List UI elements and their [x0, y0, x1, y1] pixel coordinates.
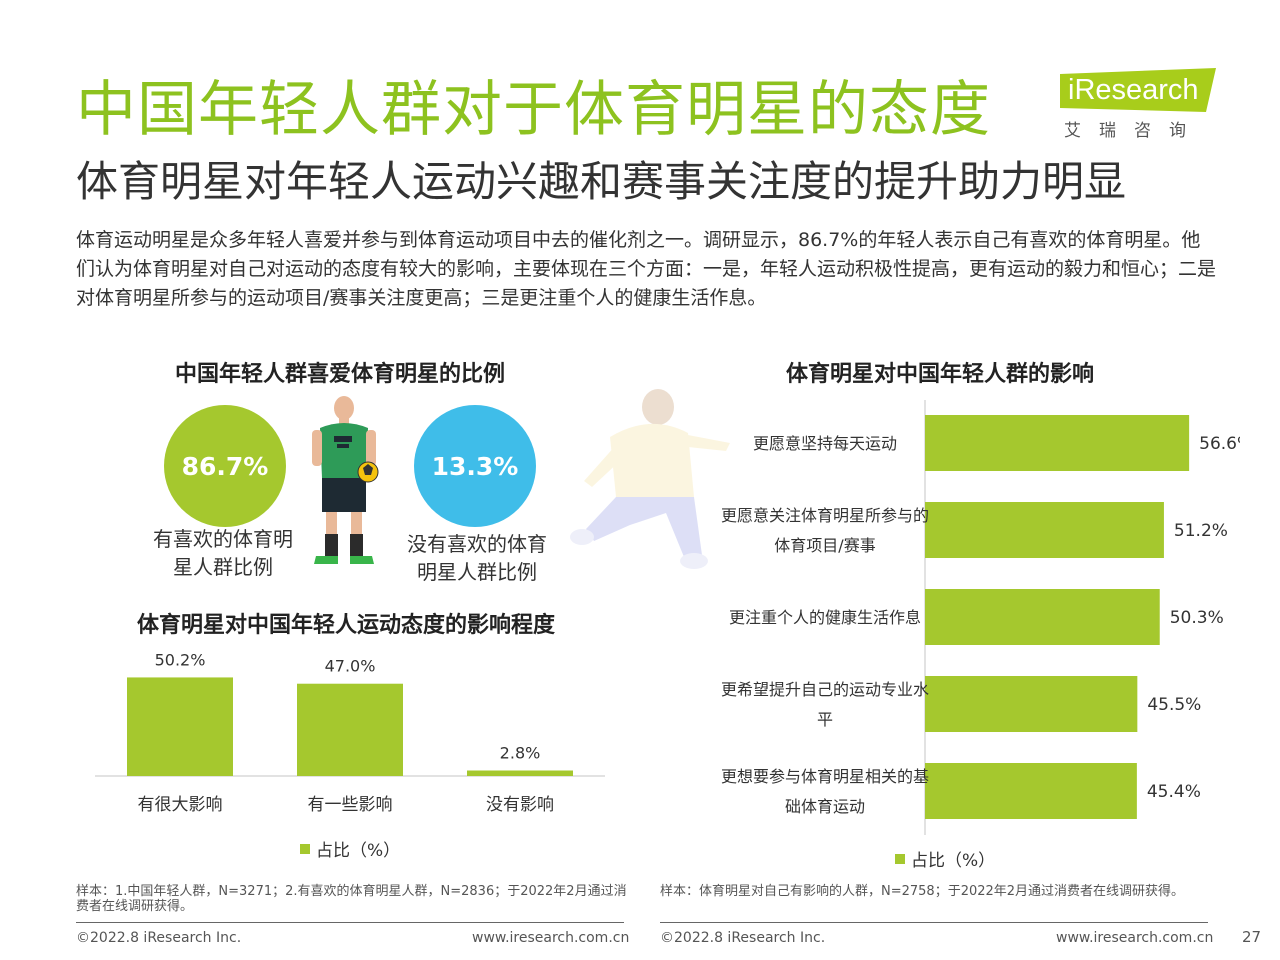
page-title: 中国年轻人群对于体育明星的态度 — [76, 75, 991, 145]
right-footer-rule — [660, 922, 1208, 923]
page-subtitle: 体育明星对年轻人运动兴趣和赛事关注度的提升助力明显 — [76, 157, 1127, 206]
category-label: 更注重个人的健康生活作息 — [729, 608, 921, 627]
logo-banner-shape — [1060, 68, 1216, 112]
category-label: 更想要参与体育明星相关的基 — [721, 767, 929, 786]
data-label: 45.5% — [1147, 695, 1201, 715]
intro-paragraph: 体育运动明星是众多年轻人喜爱并参与到体育运动项目中去的催化剂之一。调研显示，86… — [76, 229, 1217, 309]
category-label: 更愿意关注体育明星所参与的 — [721, 506, 929, 525]
data-label: 45.4% — [1147, 782, 1201, 802]
bar — [127, 677, 233, 776]
data-label: 47.0% — [325, 657, 376, 676]
vbar-chart-title: 体育明星对中国年轻人运动态度的影响程度 — [136, 613, 555, 638]
hbar-chart-title: 体育明星对中国年轻人群的影响 — [785, 362, 1094, 387]
vbar-legend-label: 占比（%） — [316, 841, 401, 861]
category-label: 有一些影响 — [308, 795, 393, 815]
running-figure-illustration — [570, 389, 730, 569]
pie-slice-fan-caption: 有喜欢的体育明 星人群比例 — [128, 525, 318, 581]
right-copyright: ©2022.8 iResearch Inc. — [660, 930, 826, 946]
data-label: 50.3% — [1170, 608, 1224, 628]
pie-slice-nonfan-value: 13.3% — [414, 405, 536, 527]
left-sample-note: 样本：1.中国年轻人群，N=3271；2.有喜欢的体育明星人群，N=2836；于… — [76, 884, 627, 914]
data-label: 50.2% — [155, 650, 206, 669]
hbar-legend: 占比（%） — [895, 846, 995, 871]
right-sample-note: 样本：体育明星对自己有影响的人群，N=2758；于2022年2月通过消费者在线调… — [660, 884, 1185, 899]
pie-slice-fan-caption-line2: 星人群比例 — [173, 555, 273, 579]
pie-title: 中国年轻人群喜爱体育明星的比例 — [174, 362, 505, 387]
category-label: 没有影响 — [486, 795, 554, 815]
left-copyright: ©2022.8 iResearch Inc. — [76, 930, 242, 946]
pie-slice-nonfan-caption: 没有喜欢的体育 明星人群比例 — [382, 530, 572, 586]
pie-slice-fan-caption-line1: 有喜欢的体育明 — [153, 527, 293, 551]
bar — [925, 589, 1160, 645]
category-label: 础体育运动 — [785, 797, 865, 816]
soccer-player-illustration — [312, 396, 379, 564]
left-footer-rule — [76, 922, 624, 923]
category-label: 更希望提升自己的运动专业水 — [721, 680, 929, 699]
vbar-legend: 占比（%） — [300, 836, 400, 861]
bar — [925, 415, 1190, 471]
legend-swatch — [300, 843, 310, 854]
hbar-legend-label: 占比（%） — [911, 851, 996, 871]
category-label: 有很大影响 — [138, 795, 223, 815]
legend-swatch — [895, 853, 905, 864]
pie-slice-nonfan-caption-line2: 明星人群比例 — [417, 560, 537, 584]
bar — [297, 683, 403, 776]
pie-slice-nonfan-caption-line1: 没有喜欢的体育 — [407, 532, 547, 556]
category-label: 平 — [817, 710, 833, 729]
left-website-link[interactable]: www.iresearch.com.cn — [472, 930, 630, 946]
data-label: 51.2% — [1174, 521, 1228, 541]
vbar-chart: 50.2% 有很大影响 47.0% 有一些影响 2.8% 没有影响 — [95, 650, 605, 815]
bar — [925, 763, 1137, 819]
logo-chinese-text: 艾瑞咨询 — [1064, 121, 1204, 141]
bar — [467, 770, 573, 776]
pie-slice-fan-value: 86.7% — [164, 405, 286, 527]
right-website-link[interactable]: www.iresearch.com.cn — [1056, 930, 1214, 946]
data-label: 2.8% — [500, 744, 541, 763]
page-number: 27 — [1242, 928, 1262, 946]
bar — [925, 502, 1164, 558]
iresearch-logo: iResearch 艾瑞咨询 — [1060, 68, 1220, 148]
logo-brand-text: iResearch — [1068, 74, 1199, 106]
category-label: 更愿意坚持每天运动 — [753, 434, 897, 453]
data-label: 56.6% — [1199, 434, 1240, 454]
category-label: 体育项目/赛事 — [774, 536, 875, 555]
bar — [925, 676, 1138, 732]
